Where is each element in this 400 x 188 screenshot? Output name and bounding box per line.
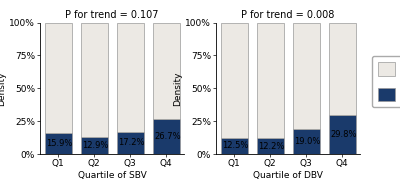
Legend: No END, END: No END, END: [372, 56, 400, 107]
Bar: [328, 23, 356, 115]
Bar: [44, 23, 72, 133]
Text: 12.2%: 12.2%: [258, 142, 284, 151]
Text: 26.7%: 26.7%: [154, 132, 180, 141]
Text: 12.9%: 12.9%: [82, 141, 108, 150]
Bar: [292, 129, 320, 154]
X-axis label: Quartile of DBV: Quartile of DBV: [253, 171, 323, 180]
Bar: [152, 119, 180, 154]
Bar: [328, 115, 356, 154]
Bar: [256, 138, 284, 154]
Bar: [80, 137, 108, 154]
Text: 29.8%: 29.8%: [330, 130, 356, 139]
Title: P for trend = 0.008: P for trend = 0.008: [241, 10, 335, 20]
Y-axis label: Density: Density: [174, 71, 182, 106]
Title: P for trend = 0.107: P for trend = 0.107: [65, 10, 159, 20]
X-axis label: Quartile of SBV: Quartile of SBV: [78, 171, 146, 180]
Bar: [220, 23, 248, 138]
Y-axis label: Density: Density: [0, 71, 6, 106]
Bar: [256, 23, 284, 138]
Bar: [80, 23, 108, 137]
Bar: [116, 132, 144, 154]
Text: 17.2%: 17.2%: [118, 138, 144, 147]
Bar: [116, 23, 144, 132]
Text: 15.9%: 15.9%: [46, 139, 72, 148]
Text: 12.5%: 12.5%: [222, 141, 248, 150]
Bar: [292, 23, 320, 129]
Bar: [44, 133, 72, 154]
Text: 19.0%: 19.0%: [294, 137, 320, 146]
Bar: [220, 138, 248, 154]
Bar: [152, 23, 180, 119]
